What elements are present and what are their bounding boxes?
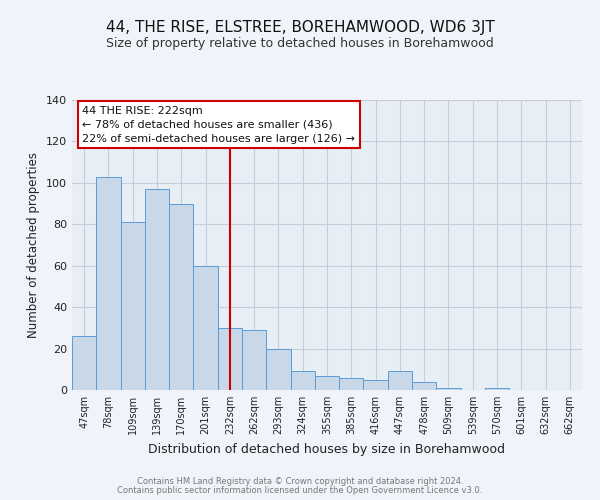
Bar bbox=[96, 176, 121, 390]
Bar bbox=[315, 376, 339, 390]
Bar bbox=[364, 380, 388, 390]
Y-axis label: Number of detached properties: Number of detached properties bbox=[28, 152, 40, 338]
Bar bbox=[193, 266, 218, 390]
Bar bbox=[121, 222, 145, 390]
Bar bbox=[412, 382, 436, 390]
Text: Contains public sector information licensed under the Open Government Licence v3: Contains public sector information licen… bbox=[118, 486, 482, 495]
Bar bbox=[436, 388, 461, 390]
Bar bbox=[339, 378, 364, 390]
Text: 44 THE RISE: 222sqm
← 78% of detached houses are smaller (436)
22% of semi-detac: 44 THE RISE: 222sqm ← 78% of detached ho… bbox=[82, 106, 355, 144]
Bar bbox=[242, 330, 266, 390]
Bar bbox=[169, 204, 193, 390]
Bar bbox=[72, 336, 96, 390]
Text: Contains HM Land Registry data © Crown copyright and database right 2024.: Contains HM Land Registry data © Crown c… bbox=[137, 477, 463, 486]
Bar bbox=[218, 328, 242, 390]
Bar bbox=[388, 372, 412, 390]
Bar bbox=[145, 189, 169, 390]
X-axis label: Distribution of detached houses by size in Borehamwood: Distribution of detached houses by size … bbox=[149, 442, 505, 456]
Text: Size of property relative to detached houses in Borehamwood: Size of property relative to detached ho… bbox=[106, 38, 494, 51]
Text: 44, THE RISE, ELSTREE, BOREHAMWOOD, WD6 3JT: 44, THE RISE, ELSTREE, BOREHAMWOOD, WD6 … bbox=[106, 20, 494, 35]
Bar bbox=[266, 348, 290, 390]
Bar bbox=[485, 388, 509, 390]
Bar bbox=[290, 372, 315, 390]
